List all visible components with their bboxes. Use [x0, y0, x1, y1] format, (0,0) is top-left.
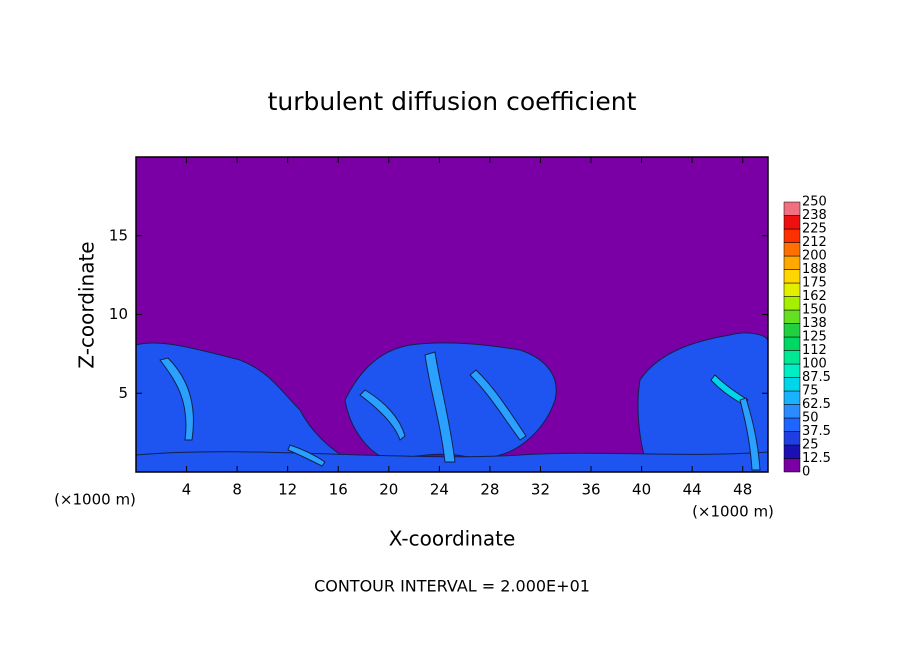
- colorbar-segment: [783, 377, 801, 392]
- x-tick-label: 4: [182, 481, 192, 499]
- colorbar-label: 188: [802, 262, 827, 277]
- colorbar-label: 150: [802, 303, 827, 318]
- colorbar-segment: [783, 242, 801, 257]
- colorbar-label: 138: [802, 316, 827, 331]
- colorbar-segment: [783, 323, 801, 338]
- colorbar-segment: [783, 215, 801, 230]
- colorbar-label: 125: [802, 330, 827, 345]
- colorbar-label: 200: [802, 249, 827, 264]
- x-unit-label: (×1000 m): [54, 491, 136, 509]
- x-unit-label: (×1000 m): [692, 503, 774, 521]
- colorbar-label: 0: [802, 465, 810, 480]
- contour-field: [135, 157, 769, 473]
- x-tick-label: 24: [430, 481, 449, 499]
- contour-streak: [159, 357, 194, 441]
- colorbar-label: 112: [802, 343, 827, 358]
- x-tick-label: 20: [379, 481, 398, 499]
- colorbar-label: 50: [802, 411, 819, 426]
- x-axis-label: X-coordinate: [389, 527, 516, 551]
- colorbar-segment: [783, 444, 801, 459]
- chart-title: turbulent diffusion coefficient: [268, 87, 637, 116]
- colorbar-label: 37.5: [802, 424, 831, 439]
- colorbar-label: 162: [802, 289, 827, 304]
- y-tick-label: 15: [109, 226, 128, 244]
- colorbar-label: 100: [802, 357, 827, 372]
- colorbar-segment: [783, 309, 801, 324]
- colorbar-label: 75: [802, 384, 819, 399]
- contour-streak: [739, 397, 761, 471]
- colorbar-segment: [783, 350, 801, 365]
- colorbar-segment: [783, 201, 801, 216]
- colorbar-label: 238: [802, 208, 827, 223]
- y-tick-label: 5: [118, 384, 128, 402]
- colorbar-segment: [783, 336, 801, 351]
- colorbar-segment: [783, 269, 801, 284]
- colorbar-label: 62.5: [802, 397, 831, 412]
- y-axis-label: Z-coordinate: [75, 241, 99, 368]
- colorbar-segment: [783, 390, 801, 405]
- colorbar-label: 250: [802, 195, 827, 210]
- colorbar-segment: [783, 296, 801, 311]
- colorbar-segment: [783, 404, 801, 419]
- colorbar-segment: [783, 363, 801, 378]
- x-tick-label: 12: [278, 481, 297, 499]
- colorbar-label: 87.5: [802, 370, 831, 385]
- colorbar-segment: [783, 431, 801, 446]
- contour-streak: [359, 389, 406, 441]
- contour-region: [637, 332, 769, 473]
- colorbar-segment: [783, 417, 801, 432]
- contour-streak: [424, 351, 456, 463]
- colorbar-segment: [783, 228, 801, 243]
- x-tick-label: 8: [232, 481, 242, 499]
- contour-streak: [287, 444, 326, 467]
- x-tick-label: 32: [531, 481, 550, 499]
- y-tick-label: 10: [109, 305, 128, 323]
- footer-note: CONTOUR INTERVAL = 2.000E+01: [314, 577, 590, 596]
- x-tick-label: 40: [632, 481, 651, 499]
- colorbar-segment: [783, 255, 801, 270]
- colorbar-segment: [783, 458, 801, 473]
- colorbar-label: 212: [802, 235, 827, 250]
- x-tick-label: 16: [329, 481, 348, 499]
- contour-streak: [469, 369, 527, 441]
- colorbar-label: 25: [802, 438, 819, 453]
- x-tick-label: 28: [480, 481, 499, 499]
- x-tick-label: 44: [683, 481, 702, 499]
- colorbar-label: 225: [802, 222, 827, 237]
- colorbar-label: 12.5: [802, 451, 831, 466]
- colorbar-label: 175: [802, 276, 827, 291]
- x-tick-label: 36: [581, 481, 600, 499]
- colorbar-segment: [783, 282, 801, 297]
- x-tick-label: 48: [733, 481, 752, 499]
